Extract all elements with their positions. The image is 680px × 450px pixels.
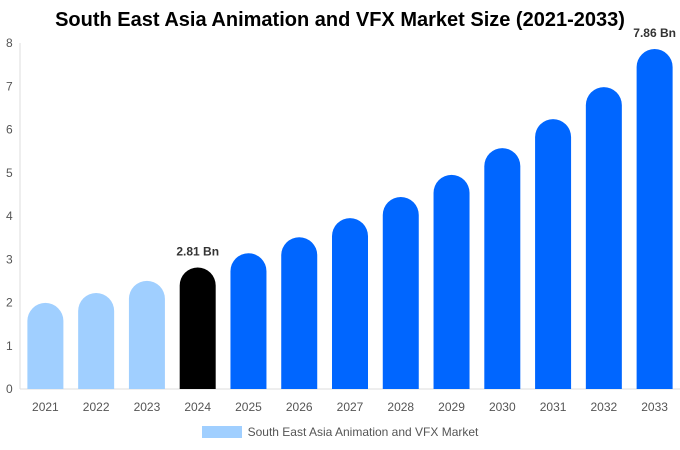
bar-2033 bbox=[636, 49, 673, 390]
bar-2028 bbox=[382, 196, 419, 389]
y-tick-label: 0 bbox=[6, 382, 13, 396]
y-tick-label: 3 bbox=[6, 252, 13, 266]
y-tick-label: 2 bbox=[6, 296, 13, 310]
x-tick-label: 2027 bbox=[337, 400, 364, 414]
bar-2022 bbox=[78, 292, 115, 389]
x-tick-label: 2022 bbox=[83, 400, 110, 414]
x-tick-label: 2029 bbox=[438, 400, 465, 414]
y-tick-label: 4 bbox=[6, 209, 13, 223]
bar-2032 bbox=[585, 87, 622, 390]
bar-2031 bbox=[535, 119, 572, 389]
x-tick-label: 2021 bbox=[32, 400, 59, 414]
data-label-2033: 7.86 Bn bbox=[633, 26, 676, 40]
legend-label: South East Asia Animation and VFX Market bbox=[247, 425, 479, 439]
data-label-2024: 2.81 Bn bbox=[176, 244, 219, 258]
bar-2026 bbox=[281, 237, 318, 389]
bar-2024 bbox=[179, 267, 216, 389]
legend: South East Asia Animation and VFX Market bbox=[0, 425, 680, 439]
x-tick-label: 2025 bbox=[235, 400, 262, 414]
y-tick-label: 5 bbox=[6, 166, 13, 180]
legend-swatch bbox=[201, 426, 242, 438]
bar-2023 bbox=[128, 280, 165, 389]
x-tick-label: 2032 bbox=[590, 400, 617, 414]
x-tick-label: 2023 bbox=[134, 400, 161, 414]
x-tick-label: 2031 bbox=[540, 400, 567, 414]
bar-2025 bbox=[230, 253, 267, 389]
chart-title: South East Asia Animation and VFX Market… bbox=[55, 9, 625, 31]
bar-2027 bbox=[332, 218, 368, 389]
y-tick-label: 7 bbox=[6, 79, 13, 93]
bar-2029 bbox=[433, 174, 470, 389]
x-tick-label: 2028 bbox=[387, 400, 414, 414]
y-tick-label: 6 bbox=[6, 123, 13, 137]
bar-2030 bbox=[484, 148, 521, 389]
x-tick-label: 2033 bbox=[641, 400, 668, 414]
y-tick-label: 1 bbox=[6, 339, 13, 353]
x-tick-label: 2024 bbox=[184, 400, 211, 414]
y-tick-label: 8 bbox=[6, 36, 13, 50]
bar-2021 bbox=[27, 302, 64, 389]
x-tick-label: 2030 bbox=[489, 400, 516, 414]
x-tick-label: 2026 bbox=[286, 400, 313, 414]
